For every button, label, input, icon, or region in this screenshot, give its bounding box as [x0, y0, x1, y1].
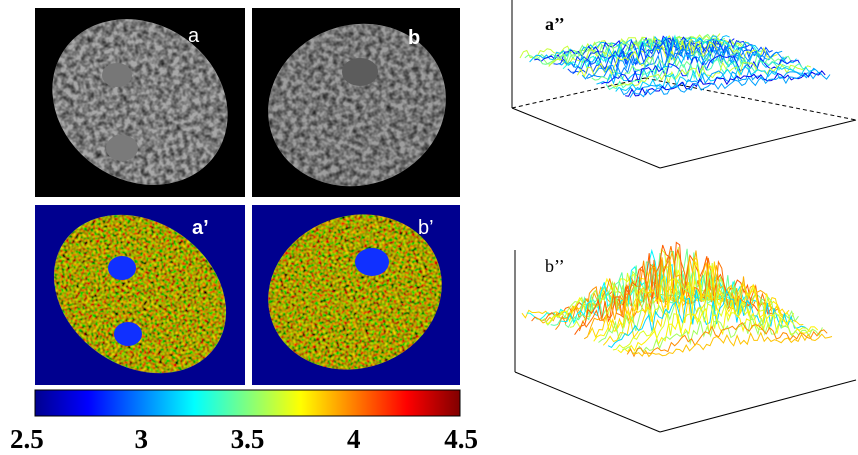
panel-label: a’ — [192, 217, 209, 239]
colorbar — [35, 390, 460, 416]
mesh-line — [620, 68, 820, 94]
panel-b-prime: b’ — [246, 190, 463, 393]
colorbar-tick-label: 2.5 — [10, 424, 44, 454]
colorbar-tick-label: 3.5 — [231, 424, 265, 454]
colorbar-tick-label: 4.5 — [444, 424, 478, 454]
plot-b-dprime: b’’ — [515, 242, 856, 432]
panel-label: a — [188, 25, 200, 47]
panel-label: b — [408, 27, 420, 49]
panel-label: a’’ — [545, 14, 565, 34]
panel-b: b — [245, 0, 469, 211]
plot-a-dprime: a’’ — [512, 0, 856, 168]
panel-a: a — [20, 0, 260, 219]
colorbar-tick-label: 3 — [135, 424, 149, 454]
figure: a b a’ b’ 2.5 3 3.5 4 4.5 a’’ — [0, 0, 858, 455]
colorbar-tick-label: 4 — [347, 424, 361, 454]
panel-label: b’ — [418, 217, 434, 239]
panel-a-prime: a’ — [23, 182, 256, 405]
panel-label: b’’ — [545, 256, 565, 276]
